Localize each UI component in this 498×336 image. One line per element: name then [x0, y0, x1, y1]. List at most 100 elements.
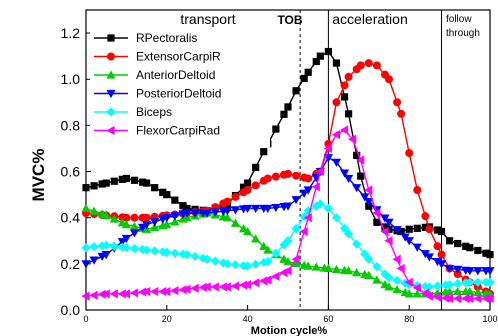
- data-point: [202, 209, 212, 218]
- data-point: [170, 286, 179, 296]
- data-point: [474, 246, 482, 255]
- data-point: [101, 289, 110, 299]
- data-point: [453, 286, 463, 296]
- data-point: [372, 208, 381, 218]
- data-point: [372, 61, 381, 70]
- data-point: [284, 169, 292, 178]
- data-point: [239, 183, 248, 191]
- data-point: [81, 203, 91, 213]
- data-point: [89, 206, 99, 215]
- data-point: [380, 226, 389, 237]
- data-point: [202, 254, 212, 264]
- data-point: [251, 181, 260, 190]
- data-point: [396, 263, 405, 274]
- data-point: [107, 34, 115, 42]
- data-point: [356, 155, 365, 165]
- data-point: [364, 197, 374, 207]
- data-point: [150, 286, 159, 297]
- data-point: [129, 229, 140, 238]
- data-point: [473, 277, 483, 287]
- data-point: [238, 280, 248, 290]
- data-point: [182, 284, 191, 294]
- data-point: [404, 289, 414, 298]
- data-point: [344, 72, 353, 81]
- data-point: [339, 223, 350, 234]
- data-point: [263, 256, 273, 267]
- data-point: [143, 179, 151, 187]
- data-point: [129, 244, 140, 254]
- data-point: [437, 227, 446, 236]
- x-tick-label: 40: [243, 314, 253, 324]
- data-point: [323, 203, 333, 214]
- data-point: [137, 287, 147, 297]
- data-point: [263, 275, 272, 285]
- data-point: [384, 218, 394, 227]
- data-point: [324, 47, 332, 56]
- data-point: [243, 261, 253, 271]
- data-point: [138, 178, 147, 186]
- chart-frame: [85, 9, 491, 311]
- data-point: [384, 273, 394, 283]
- data-point: [259, 276, 268, 286]
- data-point: [90, 182, 98, 190]
- data-point: [222, 282, 231, 292]
- data-point: [122, 174, 130, 183]
- data-point: [303, 186, 313, 195]
- data-point: [353, 151, 361, 159]
- data-point: [473, 267, 483, 276]
- data-point: [424, 253, 434, 262]
- data-point: [150, 222, 160, 231]
- y-tick-label: 1.2: [61, 25, 81, 41]
- data-point: [271, 248, 281, 258]
- data-point: [170, 212, 180, 221]
- data-point: [445, 280, 455, 290]
- data-point: [271, 271, 280, 281]
- data-point: [360, 193, 370, 202]
- data-point: [453, 265, 463, 274]
- data-point: [303, 213, 312, 223]
- data-point: [432, 281, 443, 291]
- data-point: [453, 293, 462, 304]
- phase-label: transport: [180, 11, 235, 27]
- data-point: [445, 293, 454, 304]
- data-point: [243, 280, 252, 290]
- data-point: [283, 256, 293, 266]
- data-point: [162, 247, 172, 257]
- data-point: [392, 275, 402, 286]
- data-point: [150, 218, 160, 227]
- data-point: [304, 174, 313, 183]
- data-point: [485, 267, 495, 276]
- data-point: [364, 185, 373, 195]
- legend-item: ExtensorCarpiR: [94, 50, 221, 64]
- data-point: [352, 268, 362, 277]
- data-point: [315, 166, 324, 177]
- data-point: [230, 218, 241, 227]
- data-point: [170, 217, 180, 226]
- data-point: [129, 288, 139, 298]
- data-point: [360, 249, 370, 259]
- data-point: [101, 251, 111, 260]
- data-point: [271, 203, 281, 213]
- data-point: [162, 286, 171, 297]
- y-tick-label: 0.6: [61, 164, 81, 180]
- data-point: [445, 264, 455, 274]
- data-point: [436, 260, 447, 269]
- data-point: [222, 259, 232, 269]
- data-point: [300, 74, 308, 83]
- data-point: [473, 282, 482, 291]
- legend-item: PosteriorDeltoid: [94, 87, 221, 101]
- data-point: [259, 257, 269, 268]
- data-point: [159, 188, 167, 196]
- data-point: [486, 251, 494, 259]
- data-point: [392, 254, 401, 264]
- data-point: [130, 176, 139, 184]
- axes: 0.0 0.2 0.4 0.6 0.8 1.0 1.2 0 20 40 60 80 100: [61, 25, 498, 324]
- data-point: [453, 270, 462, 278]
- legend-label: AnteriorDeltoid: [136, 68, 215, 82]
- data-point: [345, 110, 353, 118]
- data-point: [190, 251, 200, 262]
- data-point: [292, 87, 300, 95]
- data-point: [89, 242, 99, 252]
- data-point: [437, 250, 446, 259]
- data-point: [432, 257, 443, 267]
